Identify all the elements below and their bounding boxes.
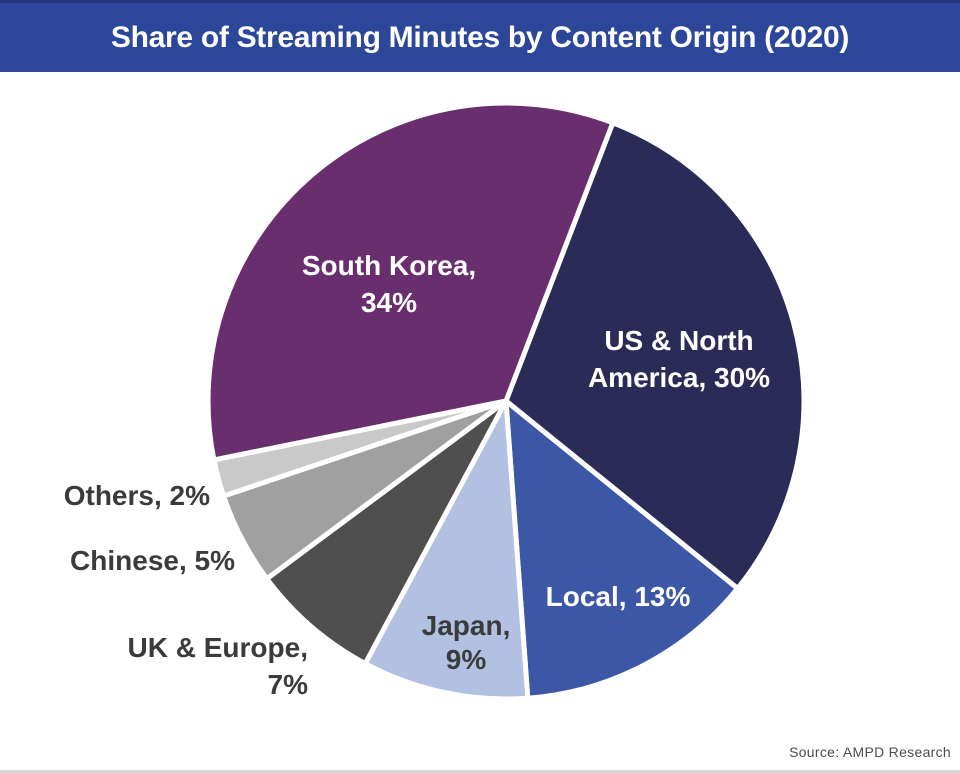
label-line: 7% <box>267 669 308 700</box>
label-line: US & North <box>604 325 754 356</box>
source-credit: Source: AMPD Research <box>789 744 951 760</box>
label-south-korea: South Korea, 34% <box>302 247 476 321</box>
label-uk-europe: UK & Europe, 7% <box>128 629 308 703</box>
label-us-north-america: US & North America, 30% <box>588 322 770 396</box>
label-japan: Japan, 9% <box>422 609 511 677</box>
page-title: Share of Streaming Minutes by Content Or… <box>110 20 850 54</box>
label-line: Japan, <box>421 610 511 641</box>
pie-slice-uk-europe <box>264 398 509 667</box>
pie-slice-japan <box>362 398 531 702</box>
title-bar: Share of Streaming Minutes by Content Or… <box>0 0 960 72</box>
label-line: 9% <box>445 644 487 675</box>
label-line: 34% <box>360 287 418 318</box>
pie-slice-local <box>503 398 741 701</box>
label-others: Others, 2% <box>64 477 210 514</box>
label-local: Local, 13% <box>546 578 691 615</box>
label-line: South Korea, <box>301 250 477 281</box>
bottom-divider <box>0 770 960 773</box>
label-line: Others, 2% <box>63 480 210 511</box>
pie-chart <box>205 100 807 702</box>
label-chinese: Chinese, 5% <box>70 542 235 579</box>
label-line: Local, 13% <box>545 581 691 612</box>
label-line: UK & Europe, <box>127 632 308 663</box>
label-line: America, 30% <box>587 362 771 393</box>
pie-slice-south-korea <box>205 100 616 463</box>
pie-slice-us-north-america <box>503 120 807 591</box>
label-line: Chinese, 5% <box>70 545 235 576</box>
